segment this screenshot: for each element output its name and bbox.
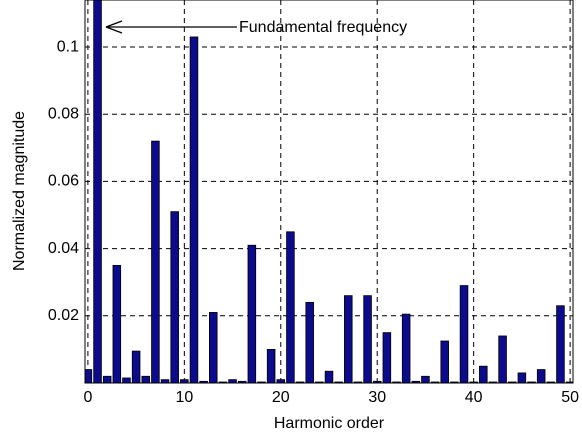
bar (286, 231, 295, 383)
x-tick-label: 20 (272, 389, 290, 406)
y-tick-label: 0.06 (48, 173, 79, 190)
bar (209, 312, 218, 383)
bar (344, 295, 353, 383)
y-tick-label: 0.02 (48, 307, 79, 324)
y-tick-label: 0.08 (48, 105, 79, 122)
bar (102, 375, 112, 383)
arrow-head (105, 20, 123, 34)
x-tick-label: 40 (465, 389, 483, 406)
bar (459, 285, 469, 383)
bar (536, 369, 546, 383)
bar (199, 380, 208, 383)
bar (479, 365, 488, 383)
bars (85, 0, 573, 383)
bar (189, 36, 199, 383)
x-tick-label: 10 (175, 389, 193, 406)
x-tick-label: 30 (368, 389, 386, 406)
bar (556, 305, 565, 383)
bar (382, 332, 392, 383)
bar (160, 379, 170, 383)
bar (141, 375, 151, 383)
bar (324, 370, 334, 383)
bar (112, 265, 122, 383)
annotation: Fundamental frequency (239, 19, 407, 36)
x-tick-label: 0 (83, 389, 92, 406)
bar (122, 377, 131, 383)
bar (228, 379, 237, 383)
bar (305, 301, 314, 383)
bar (372, 380, 382, 383)
grid (85, 0, 573, 383)
bar (247, 244, 257, 383)
y-tick-label: 0.04 (48, 240, 79, 257)
plot-frame (84, 0, 574, 384)
bar (151, 140, 160, 383)
bar (276, 379, 286, 383)
bar (421, 375, 430, 383)
bar (266, 349, 276, 383)
bar (363, 295, 372, 383)
bar (93, 0, 102, 383)
bar (411, 380, 421, 383)
bar (237, 380, 247, 383)
bar (498, 335, 507, 383)
y-axis-label: Normalized magnitude (11, 111, 28, 271)
bar (180, 379, 189, 383)
x-tick-label: 50 (561, 389, 579, 406)
bar (440, 340, 449, 383)
x-axis-label: Harmonic order (274, 415, 385, 432)
bar (131, 350, 141, 383)
bar (401, 313, 411, 383)
y-tick-label: 0.1 (57, 38, 79, 55)
plot-area (85, 0, 573, 383)
bar (170, 211, 179, 383)
bar (517, 372, 527, 383)
